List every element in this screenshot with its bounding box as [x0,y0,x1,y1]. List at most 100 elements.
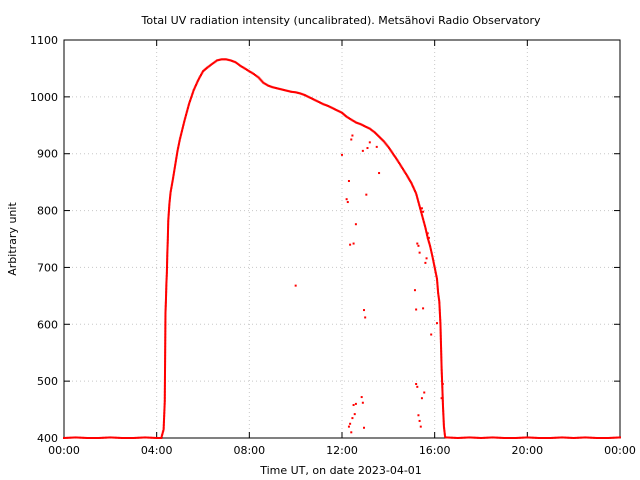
data-point [440,377,443,380]
data-point [412,187,415,190]
data-point [407,176,410,179]
data-point [468,436,471,439]
data-point [179,135,182,138]
data-point [163,389,166,392]
data-point [167,215,170,218]
data-point [164,341,167,344]
data-point [341,153,343,156]
data-point [133,436,136,439]
data-point [351,134,354,137]
data-point [430,333,433,336]
data-point [431,257,434,260]
data-point [418,251,421,254]
data-point [561,436,564,439]
data-point [436,287,439,290]
data-point [327,104,330,107]
data-point [441,395,444,398]
data-point [214,60,217,63]
data-point [434,270,437,273]
data-point [439,339,442,342]
y-tick-label: 1000 [30,91,58,104]
data-point [388,147,391,150]
data-point [384,142,387,145]
data-point [173,168,176,171]
data-point [390,150,393,153]
data-point [438,301,441,304]
data-point [266,84,269,87]
data-point [427,239,430,242]
data-point [440,354,443,357]
data-point [423,222,426,225]
data-point [427,240,430,243]
data-point [162,420,165,423]
data-point [198,76,201,79]
data-point [439,330,442,333]
data-point [242,66,245,69]
data-point [556,436,559,439]
data-point [431,255,434,258]
data-point [416,196,419,199]
data-point [366,147,369,150]
data-point [452,436,455,439]
data-point [346,201,349,204]
data-point [408,178,411,181]
data-point [537,437,540,439]
data-point [219,58,222,61]
data-point [167,214,170,217]
data-point [349,117,352,120]
data-point [173,165,176,168]
data-point [361,149,364,152]
data-point [349,422,352,425]
data-point [165,270,168,273]
data-point [164,310,167,313]
data-point [259,78,262,81]
data-point [328,105,331,108]
data-point [395,157,398,160]
data-point [164,322,167,325]
data-point [164,350,167,353]
data-point [585,436,588,439]
data-point [357,122,360,125]
data-point [165,293,168,296]
data-point [131,437,134,439]
data-point [318,101,321,104]
data-point [194,85,197,88]
data-point [166,263,169,266]
data-point [155,437,158,439]
data-point [170,184,173,187]
data-point [163,371,166,374]
data-point [276,87,279,90]
data-point [217,59,220,62]
data-point [185,111,188,114]
data-point [440,351,443,354]
data-point [442,424,445,427]
data-point [575,436,578,439]
data-point [392,153,395,156]
data-point [163,385,166,388]
data-point [440,352,443,355]
data-point [165,273,168,276]
data-point [361,401,364,404]
data-point [177,147,180,150]
data-point [254,73,257,76]
data-point [167,218,170,221]
data-point [424,228,427,231]
data-point [166,260,169,263]
data-point [553,436,556,439]
data-point [369,128,372,131]
data-point [167,211,170,214]
data-point [201,71,204,74]
data-point [322,103,325,106]
data-point [420,207,423,210]
data-point [169,195,172,198]
data-point [361,124,364,127]
data-point [170,187,173,190]
data-point [164,349,167,352]
data-point [163,388,166,391]
data-point [415,193,418,196]
data-point [424,226,427,229]
data-point [149,436,152,439]
data-point [497,436,500,439]
data-point [287,90,290,93]
data-point [169,192,172,195]
